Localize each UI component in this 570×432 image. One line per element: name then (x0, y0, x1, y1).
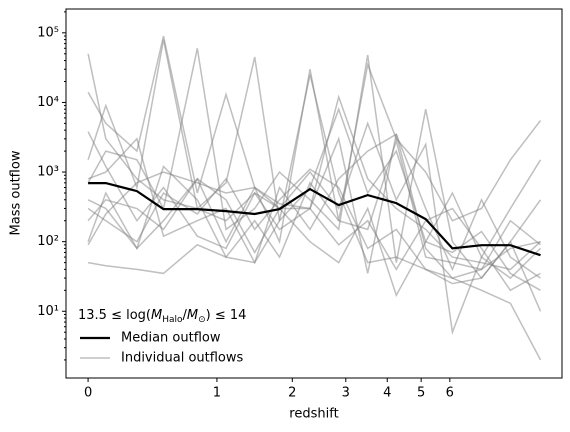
individual-line (87, 39, 542, 259)
individual-line (87, 168, 542, 312)
x-tick-label: 5 (417, 386, 425, 401)
x-axis-label: redshift (289, 407, 338, 422)
y-tick-label: 10⁴ (37, 95, 59, 110)
y-tick-label: 10² (37, 234, 59, 249)
x-tick-label: 2 (288, 386, 296, 401)
median-line (88, 182, 541, 257)
x-tick-label: 4 (383, 386, 391, 401)
legend-title-part: Halo (162, 315, 183, 325)
legend-title-part: ) ≤ 14 (206, 308, 247, 323)
individual-line (87, 171, 541, 292)
legend-title-part: M (187, 308, 198, 323)
x-tick-label: 6 (446, 386, 454, 401)
legend-label: Median outflow (121, 331, 221, 346)
x-tick-label: 0 (84, 386, 92, 401)
legend-title: 13.5 ≤ log(MHalo/M⊙) ≤ 14 (78, 308, 246, 325)
legend-label: Individual outflows (121, 351, 244, 366)
x-tick-label: 1 (213, 386, 221, 401)
individual-line (87, 138, 541, 271)
legend-title-part: / (183, 308, 188, 323)
individual-line (87, 121, 542, 336)
legend-title-part: ⊙ (198, 315, 206, 325)
legend-title-part: 13.5 ≤ log( (78, 308, 151, 323)
y-tick-label: 10¹ (37, 304, 59, 319)
individual-line (87, 74, 541, 279)
individual-line (87, 35, 542, 245)
y-tick-label: 10³ (37, 165, 59, 180)
x-tick-label: 3 (342, 386, 350, 401)
y-axis-label: Mass outflow (9, 150, 24, 235)
legend-title-part: M (151, 308, 162, 323)
y-tick-label: 10⁵ (37, 25, 59, 40)
